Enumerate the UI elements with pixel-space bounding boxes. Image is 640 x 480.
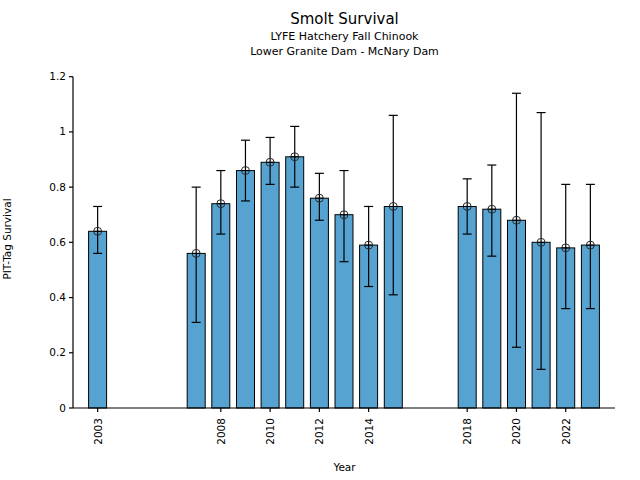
x-tick-label-2010: 2010	[264, 418, 276, 445]
smolt-survival-chart: Smolt Survival LYFE Hatchery Fall Chinoo…	[0, 0, 640, 480]
x-tick-label-2003: 2003	[92, 418, 104, 445]
y-axis-label: PIT-Tag Survival	[1, 179, 13, 299]
y-tick-label-0: 0	[59, 402, 66, 414]
x-tick-label-2012: 2012	[313, 418, 325, 445]
bar-2012	[310, 198, 328, 408]
y-tick-label-0.6: 0.6	[49, 236, 66, 248]
y-tick-label-0.8: 0.8	[49, 181, 66, 193]
chart-title: Smolt Survival	[74, 10, 615, 28]
x-tick-label-2008: 2008	[215, 418, 227, 445]
bar-2009	[237, 171, 255, 408]
x-tick-label-2014: 2014	[363, 418, 375, 445]
y-tick-label-1.2: 1.2	[49, 70, 66, 82]
chart-subtitle-stock: LYFE Hatchery Fall Chinook	[74, 30, 615, 43]
bar-2011	[286, 157, 304, 408]
plot-area: 0 0.2 0.4 0.6 0.8 1 1.2 2003 2008 2010 2012 2014 201…	[0, 0, 640, 480]
y-tick-label-1: 1	[59, 125, 66, 137]
y-tick-label-0.2: 0.2	[49, 346, 66, 358]
x-axis-label: Year	[74, 461, 615, 473]
bar-2018	[458, 207, 476, 409]
y-tick-label-0.4: 0.4	[49, 291, 66, 303]
bar-2010	[261, 162, 279, 408]
x-tick-label-2022: 2022	[560, 418, 572, 445]
x-tick-label-2018: 2018	[461, 418, 473, 445]
x-tick-label-2020: 2020	[510, 418, 522, 445]
bar-2003	[89, 231, 107, 408]
chart-subtitle-reach: Lower Granite Dam - McNary Dam	[74, 45, 615, 58]
